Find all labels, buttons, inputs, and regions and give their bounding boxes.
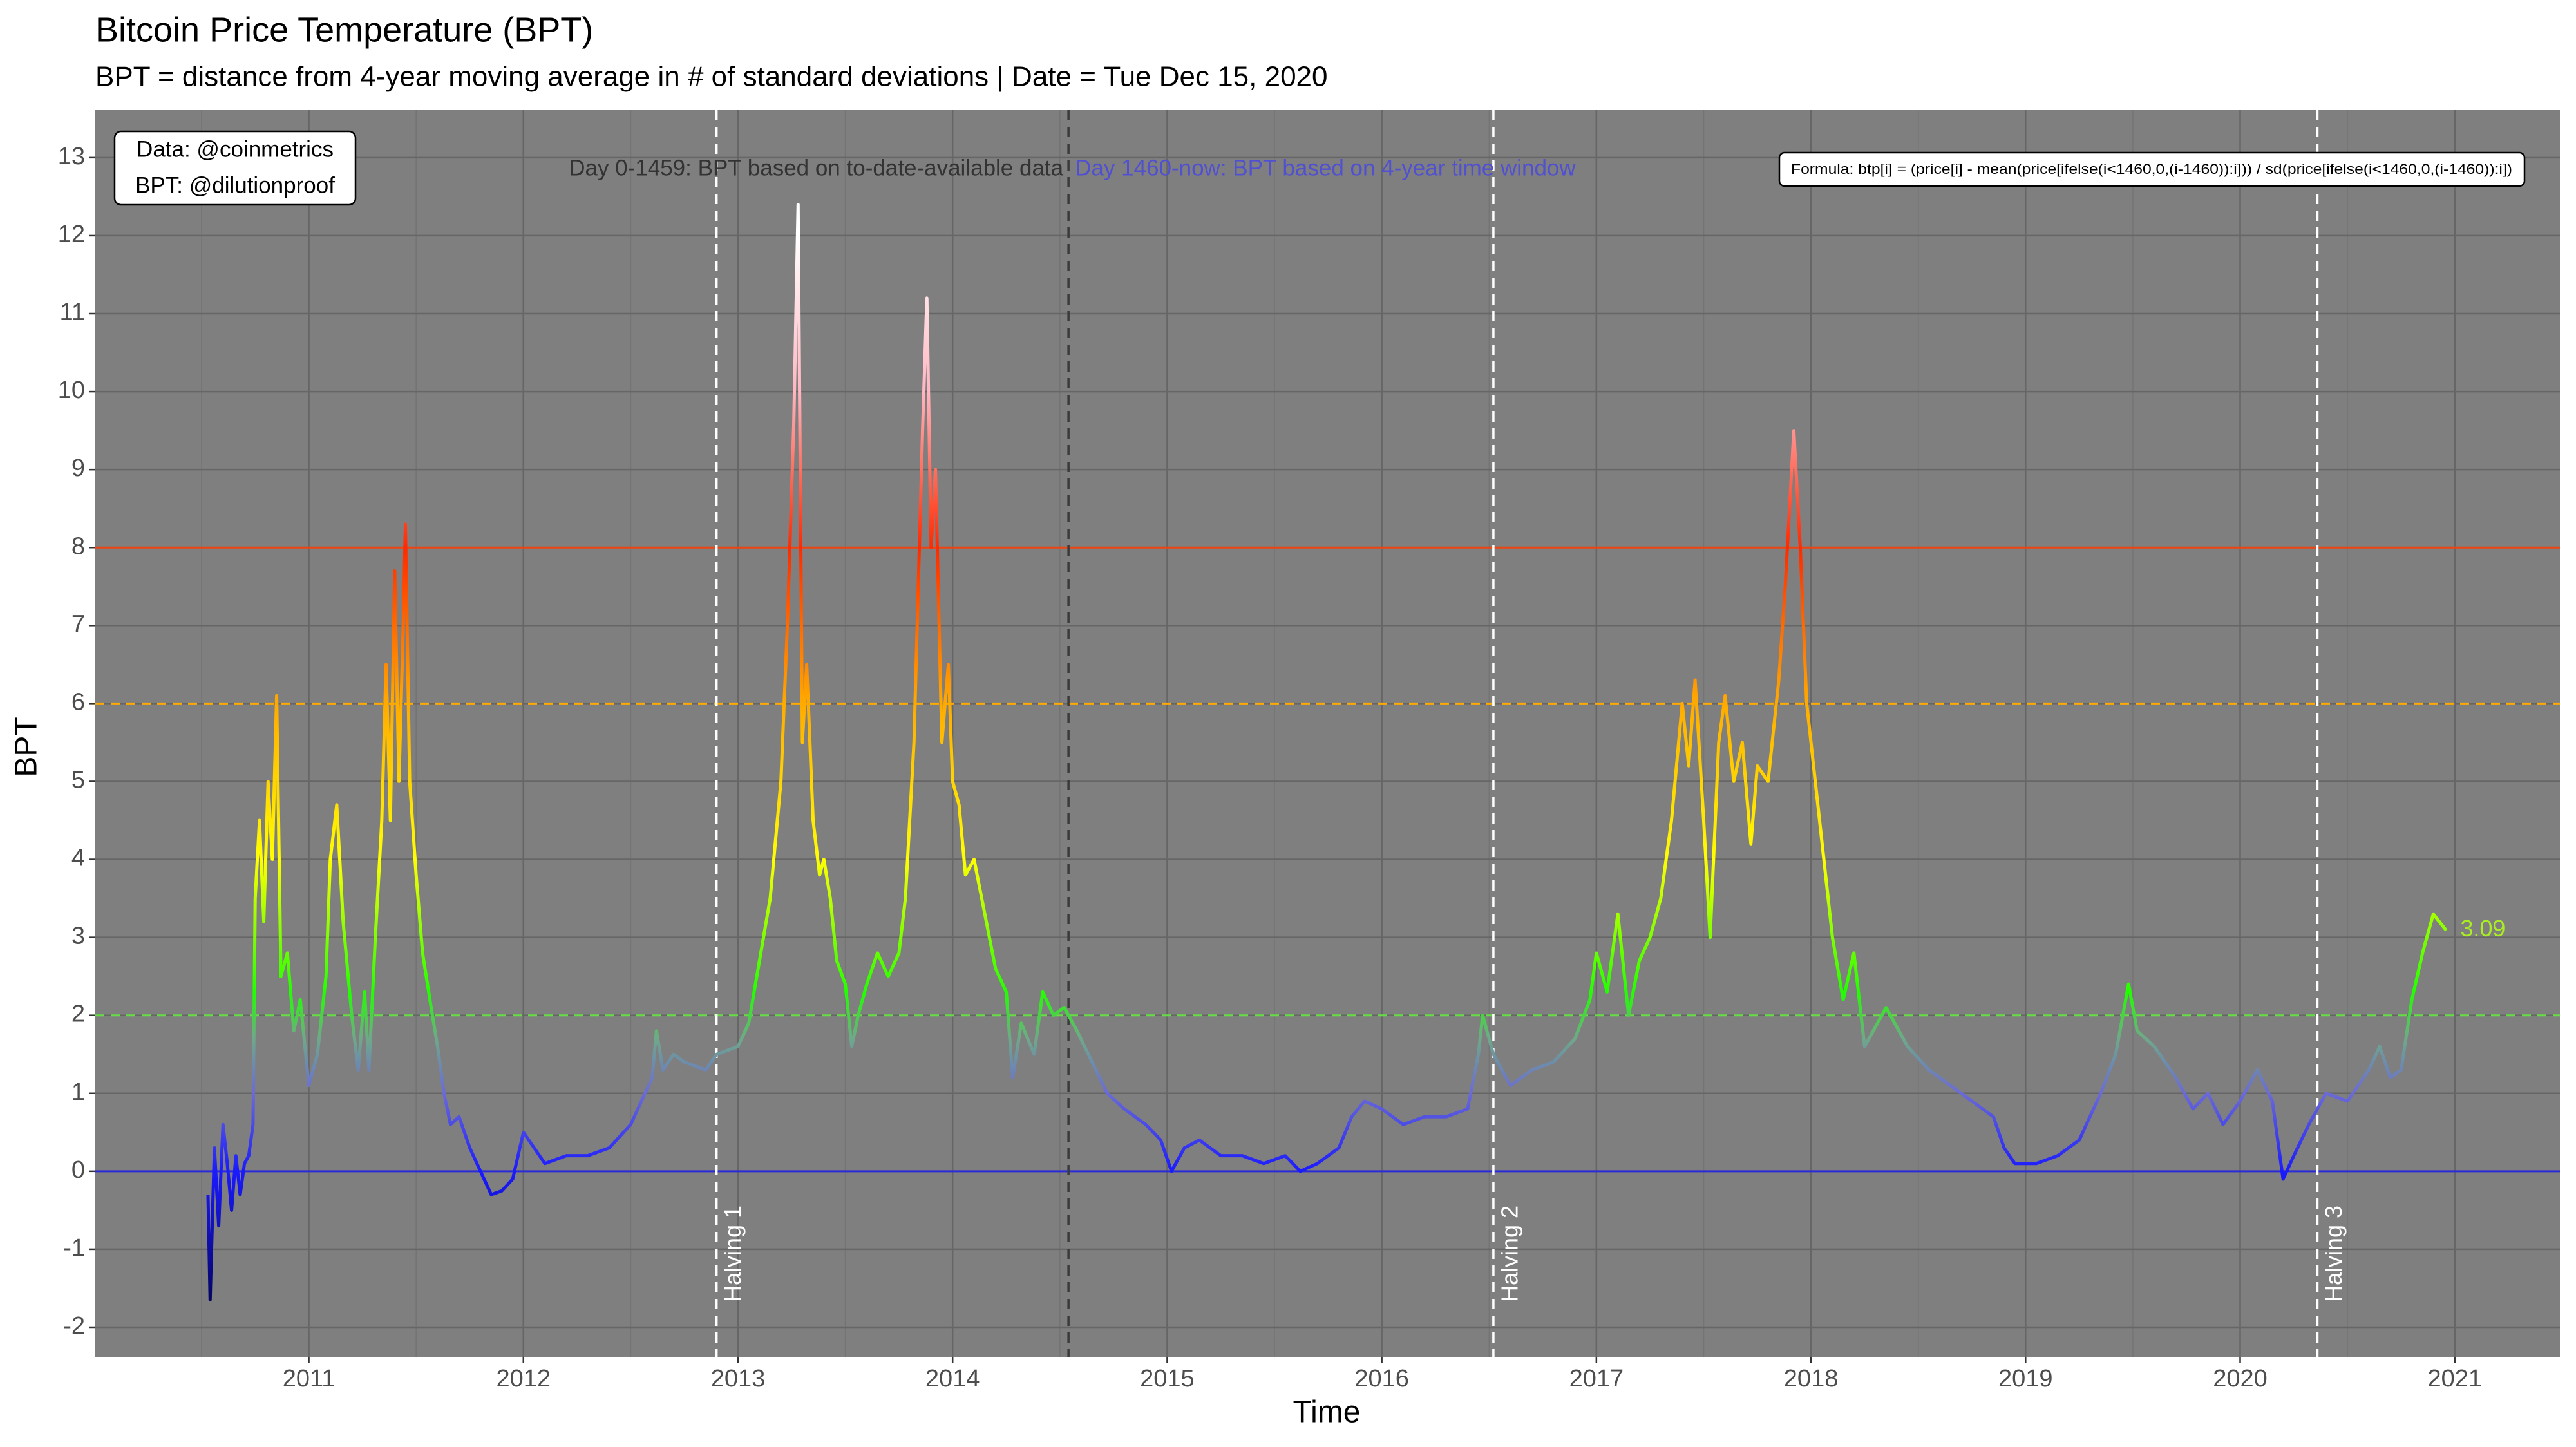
y-tick-label: 6 (71, 688, 85, 715)
source-box (113, 130, 357, 206)
x-axis-title: Time (1293, 1395, 1361, 1430)
y-tick-label: 11 (60, 299, 85, 326)
annotation: Day 1460-now: BPT based on 4-year time w… (1075, 155, 1576, 180)
x-tick-label: 2018 (1784, 1365, 1839, 1392)
y-tick-label: 0 (71, 1157, 85, 1184)
end-value-label: 3.09 (2460, 915, 2505, 941)
y-tick-label: 10 (58, 377, 85, 404)
y-tick-label: 7 (71, 610, 85, 638)
y-tick-label: -1 (63, 1234, 85, 1262)
y-tick-label: 3 (71, 923, 85, 950)
y-tick-label: 8 (71, 533, 85, 560)
y-tick-label: 5 (71, 766, 85, 793)
y-tick-label: 9 (71, 455, 85, 482)
x-tick-label: 2019 (1998, 1365, 2053, 1392)
x-tick-label: 2013 (711, 1365, 766, 1392)
y-tick-label: 13 (58, 143, 85, 170)
x-tick-label: 2014 (925, 1365, 980, 1392)
annotation: Day 0-1459: BPT based on to-date-availab… (569, 155, 1063, 180)
y-axis-title: BPT (10, 717, 44, 777)
formula-box (1778, 151, 2526, 187)
x-tick-label: 2021 (2427, 1365, 2482, 1392)
y-tick-label: 2 (71, 1001, 85, 1028)
y-tick-label: 1 (71, 1079, 85, 1106)
source-line: BPT: @dilutionproof (135, 173, 335, 198)
x-tick-label: 2020 (2213, 1365, 2268, 1392)
y-tick-label: -2 (63, 1312, 85, 1339)
formula-text: Formula: btp[i] = (price[i] - mean(price… (1791, 161, 2512, 177)
x-tick-label: 2012 (496, 1365, 551, 1392)
source-line: Data: @coinmetrics (137, 137, 334, 162)
x-tick-label: 2017 (1569, 1365, 1624, 1392)
x-tick-label: 2016 (1354, 1365, 1409, 1392)
halving-label: Halving 1 (719, 1206, 746, 1302)
plot-background (95, 110, 2560, 1357)
chart-title: Bitcoin Price Temperature (BPT) (95, 10, 593, 49)
halving-label: Halving 2 (1496, 1206, 1522, 1302)
chart-subtitle: BPT = distance from 4-year moving averag… (95, 61, 1327, 93)
bpt-line (206, 203, 2448, 1302)
x-tick-label: 2011 (283, 1365, 336, 1392)
x-tick-label: 2015 (1140, 1365, 1195, 1392)
y-tick-label: 4 (71, 845, 85, 872)
y-tick-label: 12 (58, 221, 85, 248)
halving-label: Halving 3 (2320, 1206, 2347, 1302)
